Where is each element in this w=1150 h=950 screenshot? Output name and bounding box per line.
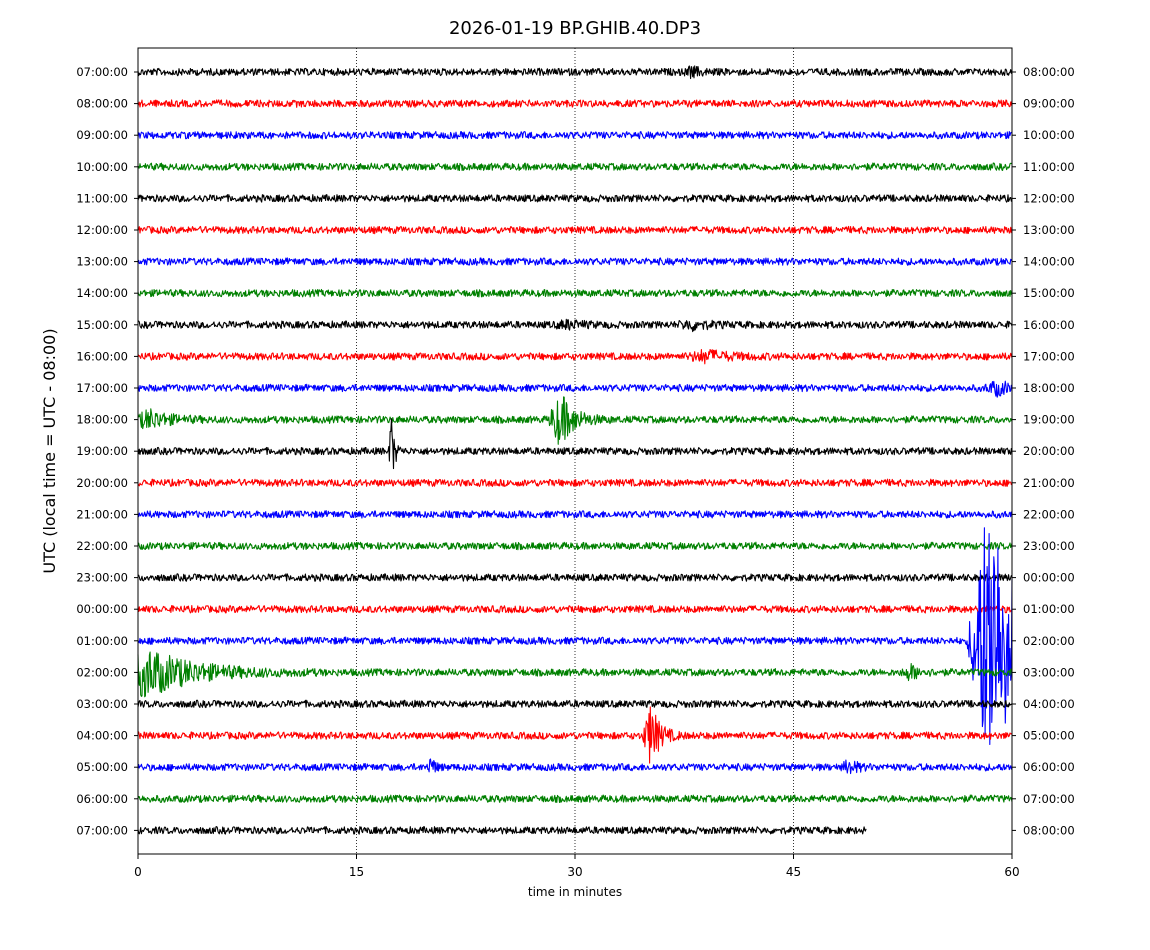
- utc-label-3: 10:00:00: [76, 160, 128, 174]
- utc-label-6: 13:00:00: [76, 255, 128, 269]
- utc-label-9: 16:00:00: [76, 349, 128, 363]
- utc-label-21: 04:00:00: [76, 729, 128, 743]
- utc-label-5: 12:00:00: [76, 223, 128, 237]
- seismic-traces: [137, 65, 1013, 835]
- trace-row-22: [137, 758, 1013, 775]
- utc-label-0: 07:00:00: [76, 65, 128, 79]
- trace-row-15: [137, 541, 1013, 551]
- x-axis-label: time in minutes: [528, 885, 622, 899]
- local-label-12: 20:00:00: [1023, 444, 1075, 458]
- utc-label-4: 11:00:00: [76, 191, 128, 205]
- utc-label-14: 21:00:00: [76, 507, 128, 521]
- y-axis-label: UTC (local time = UTC - 08:00): [40, 328, 59, 573]
- utc-label-1: 08:00:00: [76, 97, 128, 111]
- utc-label-2: 09:00:00: [76, 128, 128, 142]
- local-label-16: 00:00:00: [1023, 571, 1075, 585]
- local-hour-labels: 08:00:00 09:00:00 10:00:00 11:00:00 12:00:00…: [1012, 65, 1075, 837]
- trace-row-11: [137, 396, 1013, 445]
- trace-row-7: [137, 288, 1013, 298]
- local-label-24: 08:00:00: [1023, 823, 1075, 837]
- trace-row-0: [137, 65, 1013, 80]
- utc-hour-labels: 07:00:00 08:00:00 09:00:00 10:00:00 11:00:00…: [76, 65, 138, 837]
- trace-row-14: [137, 510, 1013, 519]
- trace-row-20: [137, 699, 1013, 709]
- local-label-1: 09:00:00: [1023, 97, 1075, 111]
- utc-label-15: 22:00:00: [76, 539, 128, 553]
- trace-row-13: [137, 478, 1013, 488]
- x-tick-label-4: 60: [1004, 865, 1019, 879]
- local-label-19: 03:00:00: [1023, 665, 1075, 679]
- trace-row-2: [137, 130, 1013, 140]
- local-label-15: 23:00:00: [1023, 539, 1075, 553]
- x-axis-ticks: 0 15 30 45 60: [134, 854, 1020, 879]
- trace-row-24: [137, 826, 867, 835]
- x-tick-label-0: 0: [134, 865, 142, 879]
- trace-row-17: [137, 604, 1013, 614]
- local-label-10: 18:00:00: [1023, 381, 1075, 395]
- trace-row-8: [137, 318, 1013, 333]
- utc-label-11: 18:00:00: [76, 413, 128, 427]
- utc-label-8: 15:00:00: [76, 318, 128, 332]
- trace-row-6: [137, 257, 1013, 266]
- trace-row-4: [137, 194, 1013, 203]
- local-label-23: 07:00:00: [1023, 792, 1075, 806]
- chart-title: 2026-01-19 BP.GHIB.40.DP3: [449, 18, 701, 39]
- x-tick-label-1: 15: [349, 865, 364, 879]
- local-label-18: 02:00:00: [1023, 634, 1075, 648]
- utc-label-23: 06:00:00: [76, 792, 128, 806]
- local-label-22: 06:00:00: [1023, 760, 1075, 774]
- utc-label-16: 23:00:00: [76, 571, 128, 585]
- local-label-20: 04:00:00: [1023, 697, 1075, 711]
- trace-row-10: [137, 380, 1013, 398]
- local-label-3: 11:00:00: [1023, 160, 1075, 174]
- x-tick-label-3: 45: [786, 865, 801, 879]
- local-label-2: 10:00:00: [1023, 128, 1075, 142]
- local-label-13: 21:00:00: [1023, 476, 1075, 490]
- local-label-9: 17:00:00: [1023, 349, 1075, 363]
- local-label-11: 19:00:00: [1023, 413, 1075, 427]
- local-label-17: 01:00:00: [1023, 602, 1075, 616]
- utc-label-22: 05:00:00: [76, 760, 128, 774]
- local-label-0: 08:00:00: [1023, 65, 1075, 79]
- trace-row-1: [137, 99, 1013, 108]
- local-label-5: 13:00:00: [1023, 223, 1075, 237]
- local-label-6: 14:00:00: [1023, 255, 1075, 269]
- trace-row-19: [137, 651, 1013, 698]
- local-label-4: 12:00:00: [1023, 191, 1075, 205]
- local-label-7: 15:00:00: [1023, 286, 1075, 300]
- utc-label-24: 07:00:00: [76, 823, 128, 837]
- trace-row-9: [137, 348, 1013, 365]
- local-label-14: 22:00:00: [1023, 507, 1075, 521]
- local-label-21: 05:00:00: [1023, 729, 1075, 743]
- utc-label-19: 02:00:00: [76, 665, 128, 679]
- trace-row-18: [137, 527, 1013, 746]
- utc-label-18: 01:00:00: [76, 634, 128, 648]
- trace-row-16: [137, 573, 1013, 582]
- trace-row-5: [137, 225, 1013, 235]
- utc-label-13: 20:00:00: [76, 476, 128, 490]
- utc-label-12: 19:00:00: [76, 444, 128, 458]
- trace-row-12: [137, 418, 1013, 470]
- utc-label-17: 00:00:00: [76, 602, 128, 616]
- utc-label-10: 17:00:00: [76, 381, 128, 395]
- local-label-8: 16:00:00: [1023, 318, 1075, 332]
- utc-label-20: 03:00:00: [76, 697, 128, 711]
- x-tick-label-2: 30: [567, 865, 582, 879]
- trace-row-21: [137, 706, 1013, 764]
- trace-row-3: [137, 162, 1013, 172]
- trace-row-23: [137, 794, 1013, 804]
- utc-label-7: 14:00:00: [76, 286, 128, 300]
